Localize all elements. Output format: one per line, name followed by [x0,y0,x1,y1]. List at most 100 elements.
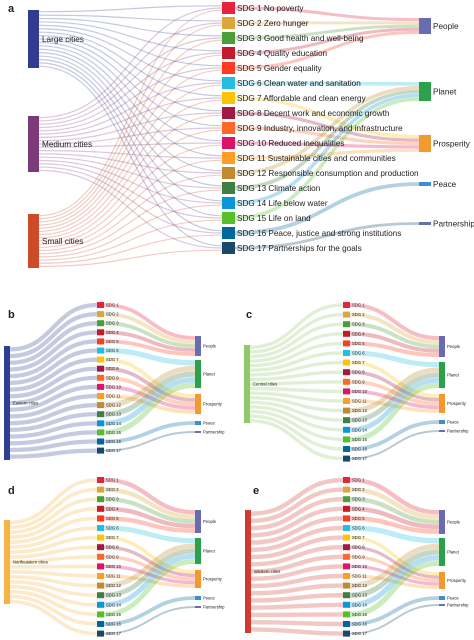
flow-sdg-11-prosperity [234,148,420,160]
flow-small-sdg-15 [38,219,223,261]
sdg-1-label: SDG 1 [352,303,365,308]
sdg-14-label: SDG 14 Life below water [237,199,328,208]
flow-sdg-15-planet [349,560,440,618]
peace-pillar-node [419,182,431,186]
sdg-5-node [97,515,104,522]
sdg-3-label: SDG 3 [106,497,119,502]
sdg-4-node [97,329,104,336]
flow-sdg-3-people [349,496,440,525]
flow-northeastern-sdg-5 [9,516,98,545]
sdg-14-label: SDG 14 [352,427,368,432]
panel-c: Central cities SDG 1 SDG 2 SDG 3 SDG 4 SDG 5 S… [244,302,469,462]
flow-eastern-sdg-8 [9,366,98,399]
sdg-10-node [343,388,350,395]
flow-western-sdg-15 [250,612,344,618]
sdg-8-label: SDG 8 Decent work and economic growth [237,109,390,118]
sdg-2-label: SDG 2 Zero hunger [237,19,309,28]
planet-pillar-node [195,538,201,564]
sdg-13-node [97,411,104,418]
people-pillar-node [419,18,431,34]
sdg-12-label: SDG 12 [352,583,368,588]
sdg-16-label: SDG 16 Peace, justice and strong institu… [237,229,401,238]
flow-sdg-15-planet [234,97,420,220]
flow-sdg-6-planet [349,525,440,544]
sdg-17-node [222,242,235,254]
sdg-8-node [97,365,104,372]
sdg-14-node [97,601,104,608]
sdg-6-node [97,347,104,354]
sdg-1-label: SDG 1 No poverty [237,4,304,13]
planet-pillar-node [439,362,445,388]
flow-large-sdg-17 [38,65,223,247]
flow-eastern-sdg-9 [9,375,98,406]
flow-sdg-7-prosperity [349,535,440,576]
sdg-1-node [222,2,235,14]
sdg-7-node [97,534,104,541]
flow-large-sdg-7 [38,31,223,97]
flow-medium-sdg-4 [38,52,223,129]
flow-sdg-2-people [349,312,440,345]
sdg-9-node [97,374,104,381]
planet-pillar-node [419,82,431,101]
peace-pillar-label: Peace [447,595,460,600]
sdg-1-label: SDG 1 [106,478,119,483]
flow-eastern-sdg-13 [9,412,98,432]
flow-sdg-7-prosperity [103,357,196,398]
sdg-6-node [222,77,235,89]
flow-large-sdg-3 [38,17,223,37]
northeastern-source-label: Northeastern cities [13,559,48,564]
flow-eastern-sdg-12 [9,403,98,426]
sdg-4-label: SDG 4 [106,330,119,335]
sdg-13-label: SDG 13 [352,593,368,598]
flow-eastern-sdg-16 [9,439,98,453]
panel-a-letter: a [8,3,15,15]
flow-sdg-3-people [103,321,196,348]
prosperity-pillar-node [195,394,201,414]
northeastern-source-node [4,520,10,604]
sdg-1-node [97,302,104,308]
people-pillar-node [195,510,201,533]
sdg-12-label: SDG 12 Responsible consumption and produ… [237,169,419,178]
sdg-16-node [343,621,350,627]
medium-source-node [28,116,39,172]
sdg-2-node [222,17,235,29]
sdg-17-label: SDG 17 [106,448,122,453]
people-pillar-label: People [203,519,217,524]
planet-pillar-node [439,538,445,566]
flow-eastern-sdg-5 [9,339,98,379]
flow-western-sdg-9 [250,554,344,574]
people-pillar-label: People [447,519,461,524]
sdg-17-label: SDG 17 [352,456,368,461]
planet-pillar-label: Planet [203,371,216,376]
flow-sdg-7-prosperity [234,96,420,139]
sdg-6-label: SDG 6 [352,526,365,531]
sdg-12-label: SDG 12 [106,403,122,408]
flow-northeastern-sdg-15 [9,589,98,617]
flow-sdg-14-planet [234,93,420,205]
flow-eastern-sdg-7 [9,357,98,392]
flow-western-sdg-17 [250,627,344,636]
flow-sdg-10-prosperity [234,141,420,149]
panel-b-flows [9,302,196,459]
flow-central-sdg-4 [249,332,344,363]
sdg-16-node [222,227,235,239]
sdg-7-node [97,356,104,363]
flow-western-sdg-5 [250,516,344,545]
central-source-node [244,345,250,423]
flow-small-sdg-11 [38,159,223,248]
sdg-14-label: SDG 14 [106,421,122,426]
sdg-6-label: SDG 6 Clean water and sanitation [237,79,361,88]
partnership-pillar-label: Partnership [447,428,469,433]
sdg-17-label: SDG 17 [352,631,368,636]
sdg-8-node [343,369,350,376]
sdg-17-node [97,447,104,454]
sdg-9-node [97,553,104,560]
flow-sdg-1-people [103,303,196,340]
flow-sdg-14-planet [349,554,440,608]
sdg-5-label: SDG 5 Gender equality [237,64,323,73]
flow-central-sdg-15 [249,409,344,442]
peace-pillar-node [439,420,445,424]
sdg-14-node [343,601,350,608]
flow-large-sdg-1 [38,5,223,13]
